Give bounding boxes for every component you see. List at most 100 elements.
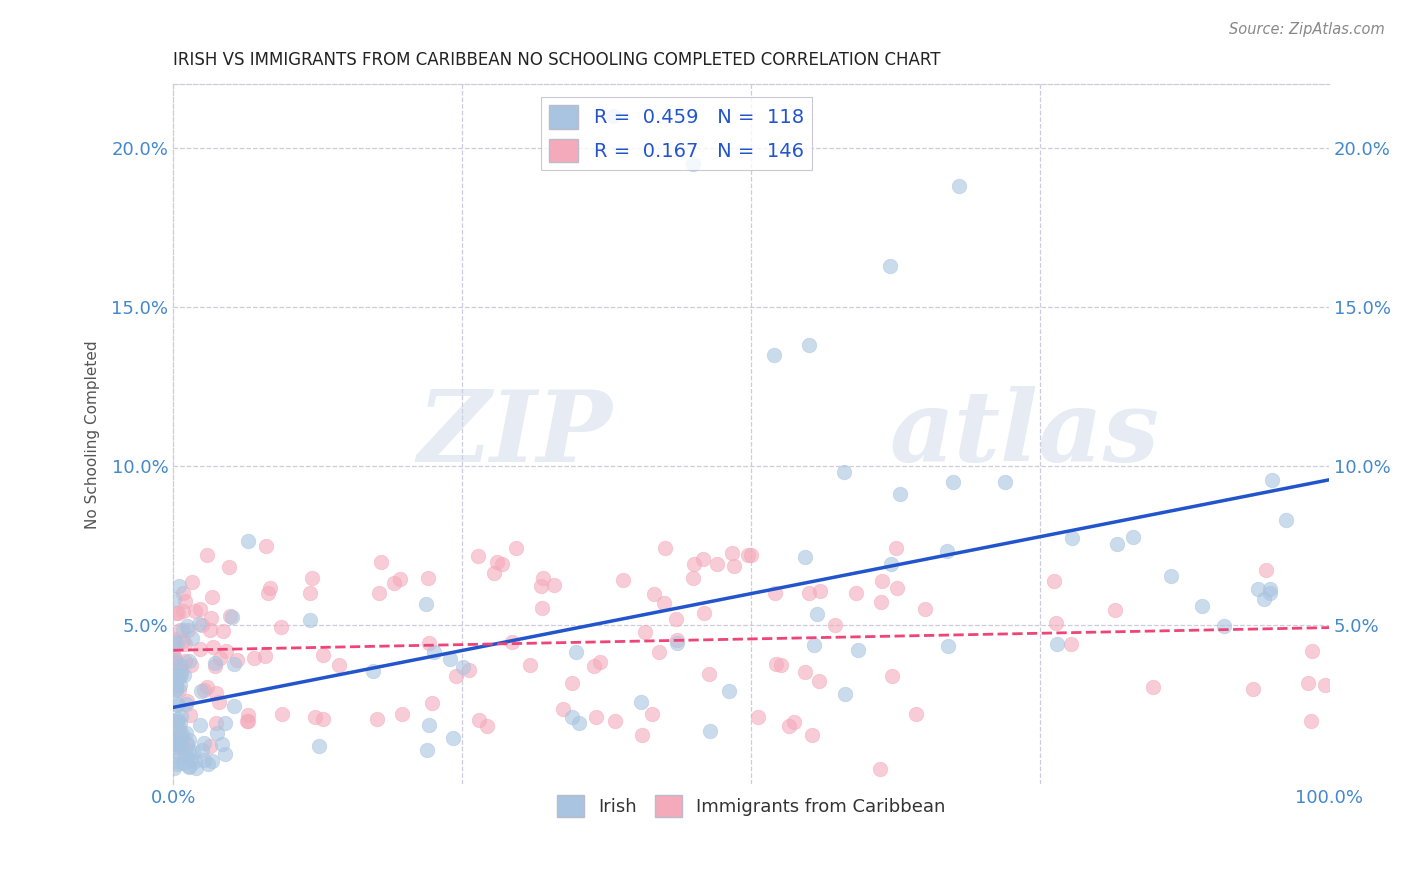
Point — [311, 712, 333, 726]
Point — [439, 651, 461, 665]
Point — [270, 620, 292, 634]
Point — [948, 179, 970, 194]
Point — [162, 632, 184, 646]
Point — [167, 682, 190, 697]
Point — [165, 683, 187, 698]
Point — [212, 624, 235, 638]
Point — [468, 714, 491, 728]
Point — [179, 759, 201, 773]
Point — [505, 541, 527, 555]
Point — [806, 607, 828, 621]
Point — [765, 586, 787, 600]
Point — [166, 736, 188, 750]
Point — [167, 579, 190, 593]
Point — [942, 475, 965, 489]
Point — [797, 338, 820, 352]
Point — [652, 596, 675, 610]
Point — [880, 557, 903, 571]
Point — [167, 670, 190, 684]
Point — [193, 753, 215, 767]
Point — [166, 738, 188, 752]
Point — [177, 654, 200, 668]
Point — [176, 623, 198, 637]
Point — [808, 673, 831, 688]
Text: atlas: atlas — [890, 386, 1160, 483]
Point — [723, 558, 745, 573]
Point — [174, 636, 197, 650]
Point — [561, 675, 583, 690]
Point — [800, 727, 823, 741]
Point — [1107, 537, 1129, 551]
Point — [179, 753, 201, 767]
Point — [832, 466, 855, 480]
Point — [163, 731, 186, 745]
Point — [208, 695, 231, 709]
Point — [770, 658, 793, 673]
Point — [183, 754, 205, 768]
Point — [612, 573, 634, 587]
Point — [188, 601, 211, 615]
Point — [367, 585, 389, 599]
Point — [205, 686, 228, 700]
Point — [163, 667, 186, 681]
Point — [914, 602, 936, 616]
Point — [172, 634, 194, 648]
Point — [165, 714, 187, 729]
Point — [582, 659, 605, 673]
Point — [602, 109, 624, 123]
Point — [1296, 676, 1319, 690]
Point — [467, 549, 489, 563]
Point — [936, 640, 959, 654]
Point — [219, 609, 242, 624]
Point — [169, 623, 191, 637]
Point — [665, 612, 688, 626]
Point — [1060, 637, 1083, 651]
Point — [202, 640, 225, 655]
Point — [682, 570, 704, 584]
Point — [763, 348, 786, 362]
Point — [631, 728, 654, 742]
Point — [543, 578, 565, 592]
Point — [197, 756, 219, 771]
Point — [551, 702, 574, 716]
Point — [163, 754, 186, 768]
Point — [236, 714, 259, 728]
Point — [165, 656, 187, 670]
Point — [886, 582, 908, 596]
Point — [176, 737, 198, 751]
Point — [172, 585, 194, 599]
Point — [451, 660, 474, 674]
Point — [994, 475, 1017, 489]
Point — [1256, 563, 1278, 577]
Point — [870, 595, 893, 609]
Text: Source: ZipAtlas.com: Source: ZipAtlas.com — [1229, 22, 1385, 37]
Point — [179, 707, 201, 722]
Point — [765, 657, 787, 671]
Point — [184, 604, 207, 618]
Point — [271, 707, 294, 722]
Point — [880, 668, 903, 682]
Point — [195, 548, 218, 562]
Point — [167, 698, 190, 712]
Point — [391, 706, 413, 721]
Point — [165, 739, 187, 754]
Point — [565, 645, 588, 659]
Point — [207, 726, 229, 740]
Point — [174, 750, 197, 764]
Point — [197, 680, 219, 694]
Point — [169, 728, 191, 742]
Point — [634, 624, 657, 639]
Point — [201, 590, 224, 604]
Point — [654, 541, 676, 556]
Point — [166, 606, 188, 620]
Point — [181, 745, 204, 759]
Point — [482, 566, 505, 580]
Point — [740, 548, 762, 562]
Point — [173, 667, 195, 681]
Point — [1241, 681, 1264, 696]
Point — [166, 636, 188, 650]
Point — [162, 635, 184, 649]
Point — [630, 694, 652, 708]
Point — [1247, 582, 1270, 596]
Point — [485, 555, 508, 569]
